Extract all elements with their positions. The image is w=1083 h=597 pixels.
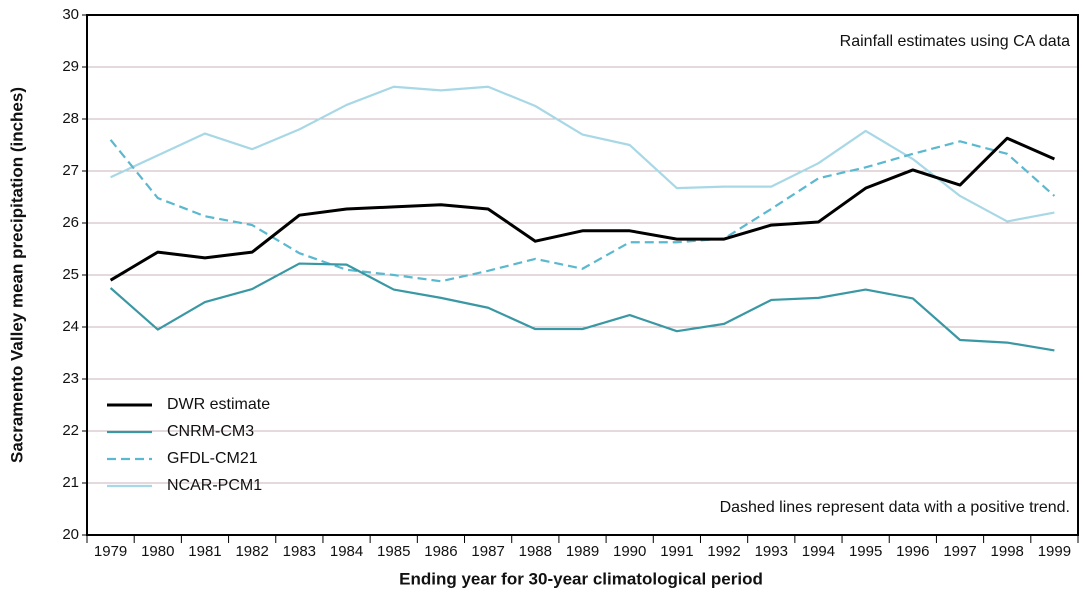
data-line (109, 139, 1056, 283)
x-tick-label: 1981 (188, 543, 221, 560)
y-tick-label: 23 (62, 370, 79, 387)
x-tick-label: 1994 (802, 543, 835, 560)
legend-label: DWR estimate (167, 396, 270, 413)
x-tick-label: 1985 (377, 543, 410, 560)
x-tick-label: 1998 (991, 543, 1024, 560)
x-tick-label: 1987 (471, 543, 504, 560)
y-tick-label: 22 (62, 422, 79, 439)
data-line (109, 136, 1056, 282)
x-tick-label: 1992 (707, 543, 740, 560)
data-line (109, 262, 1055, 352)
annotation: Dashed lines represent data with a posit… (720, 499, 1070, 516)
annotation: Rainfall estimates using CA data (840, 33, 1070, 50)
data-line (110, 85, 1055, 223)
legend-label: NCAR-PCM1 (167, 477, 262, 494)
x-tick-label: 1982 (235, 543, 268, 560)
legend-label: CNRM-CM3 (167, 423, 254, 440)
x-tick-label: 1990 (613, 543, 646, 560)
y-tick-label: 28 (62, 110, 79, 127)
x-tick-label: 1983 (283, 543, 316, 560)
x-tick-label: 1980 (141, 543, 174, 560)
x-tick-label: 1986 (424, 543, 457, 560)
x-tick-label: 1989 (566, 543, 599, 560)
x-tick-label: 1997 (943, 543, 976, 560)
x-tick-label: 1984 (330, 543, 363, 560)
y-tick-label: 29 (62, 58, 79, 75)
y-tick-label: 27 (62, 162, 79, 179)
x-tick-label: 1993 (755, 543, 788, 560)
y-tick-label: 25 (62, 266, 79, 283)
y-tick-label: 24 (62, 318, 79, 335)
x-tick-label: 1991 (660, 543, 693, 560)
legend-label: GFDL-CM21 (167, 450, 258, 467)
x-tick-label: 1979 (94, 543, 127, 560)
x-tick-label: 1999 (1038, 543, 1071, 560)
x-tick-label: 1988 (519, 543, 552, 560)
y-tick-label: 30 (62, 6, 79, 23)
x-axis-title: Ending year for 30-year climatological p… (399, 569, 763, 588)
y-tick-label: 21 (62, 474, 79, 491)
x-tick-label: 1995 (849, 543, 882, 560)
plot-frame (86, 14, 1079, 536)
y-axis-title: Sacramento Valley mean precipitation (in… (7, 87, 26, 463)
y-tick-label: 20 (62, 526, 79, 543)
x-tick-label: 1996 (896, 543, 929, 560)
y-tick-label: 26 (62, 214, 79, 231)
